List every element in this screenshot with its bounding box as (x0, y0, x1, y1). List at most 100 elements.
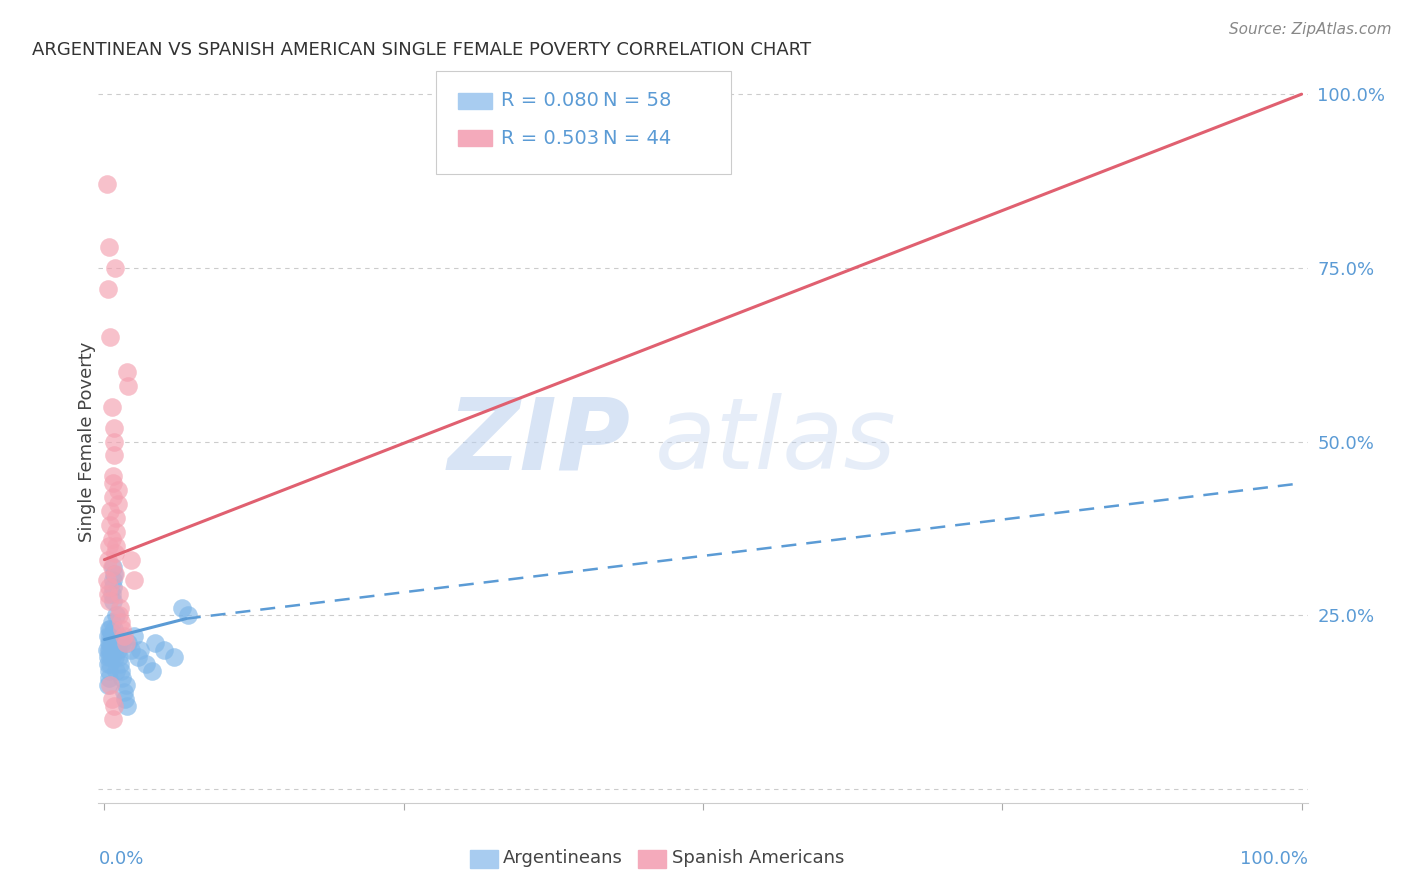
Point (98, 581, 121, 595)
Point (120, 552, 142, 566)
Text: 100.0%: 100.0% (1240, 850, 1308, 868)
Point (98, 643, 121, 657)
Point (104, 629, 127, 643)
Text: ARGENTINEAN VS SPANISH AMERICAN SINGLE FEMALE POVERTY CORRELATION CHART: ARGENTINEAN VS SPANISH AMERICAN SINGLE F… (32, 41, 811, 59)
Point (97, 629, 120, 643)
Point (97, 587, 120, 601)
Text: R = 0.080: R = 0.080 (501, 91, 599, 111)
Point (100, 643, 122, 657)
Point (110, 664, 132, 678)
Point (115, 678, 138, 692)
Point (101, 476, 124, 491)
Point (115, 698, 138, 713)
Point (163, 649, 186, 664)
Point (103, 622, 125, 636)
Point (98, 240, 121, 254)
Point (100, 587, 122, 601)
Point (100, 504, 122, 518)
Point (97, 657, 120, 671)
Point (107, 608, 129, 623)
Point (124, 574, 146, 588)
Y-axis label: Single Female Poverty: Single Female Poverty (79, 342, 96, 541)
Point (107, 587, 129, 601)
Point (100, 649, 122, 664)
Text: atlas: atlas (655, 393, 896, 490)
Point (98, 622, 121, 636)
Point (111, 636, 134, 650)
Point (97, 678, 120, 692)
Point (153, 643, 176, 657)
Point (104, 649, 127, 664)
Point (177, 608, 200, 623)
Point (101, 490, 124, 504)
Point (110, 615, 132, 630)
Point (114, 691, 136, 706)
Point (172, 601, 194, 615)
Point (98, 664, 121, 678)
Point (101, 594, 124, 608)
Point (96, 178, 118, 192)
Point (124, 629, 146, 643)
Point (100, 559, 122, 574)
Point (120, 643, 142, 657)
Point (107, 483, 129, 498)
Point (101, 559, 124, 574)
Point (103, 434, 125, 449)
Point (104, 546, 127, 560)
Point (98, 636, 121, 650)
Text: N = 58: N = 58 (603, 91, 672, 111)
Point (115, 365, 138, 379)
Point (100, 678, 122, 692)
Point (104, 636, 127, 650)
Point (105, 608, 128, 623)
Point (117, 636, 139, 650)
Point (129, 643, 152, 657)
Text: 0.0%: 0.0% (98, 850, 143, 868)
Point (117, 379, 139, 393)
Point (100, 636, 122, 650)
Point (100, 691, 122, 706)
Text: ZIP: ZIP (447, 393, 630, 490)
Point (97, 649, 120, 664)
Point (101, 469, 124, 483)
Point (101, 581, 124, 595)
Point (143, 636, 166, 650)
Point (101, 713, 124, 727)
Point (100, 657, 122, 671)
Point (100, 622, 122, 636)
Point (100, 517, 122, 532)
Point (100, 400, 122, 414)
Point (107, 636, 129, 650)
Point (103, 449, 125, 463)
Point (105, 524, 128, 539)
Point (104, 566, 127, 581)
Text: Argentineans: Argentineans (503, 849, 623, 867)
Point (107, 649, 129, 664)
Point (96, 643, 118, 657)
Point (103, 420, 125, 434)
Point (127, 649, 149, 664)
Point (100, 629, 122, 643)
Point (135, 657, 157, 671)
Text: N = 44: N = 44 (603, 128, 672, 148)
Point (105, 511, 128, 525)
Point (111, 622, 134, 636)
Point (100, 330, 122, 344)
Point (107, 643, 129, 657)
Point (98, 671, 121, 685)
Text: Source: ZipAtlas.com: Source: ZipAtlas.com (1229, 22, 1392, 37)
Point (107, 497, 129, 511)
Point (115, 636, 138, 650)
Text: Spanish Americans: Spanish Americans (672, 849, 845, 867)
Point (141, 664, 163, 678)
Point (101, 574, 124, 588)
Point (108, 601, 131, 615)
Point (107, 629, 129, 643)
Point (105, 539, 128, 553)
Point (100, 532, 122, 546)
Point (98, 594, 121, 608)
Point (112, 684, 135, 698)
Point (103, 698, 125, 713)
Point (103, 636, 125, 650)
Point (100, 629, 122, 643)
